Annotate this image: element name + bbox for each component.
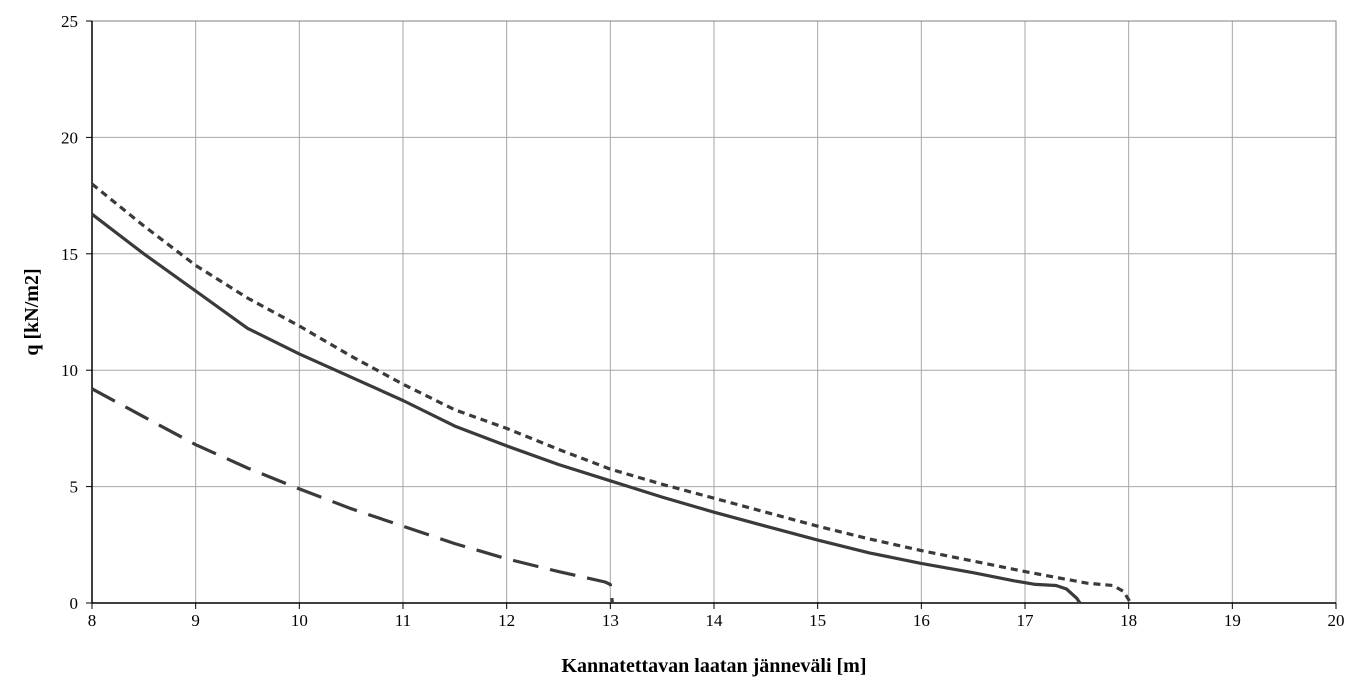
- x-tick-label: 8: [88, 611, 97, 630]
- axes: [86, 20, 1337, 609]
- y-tick-label: 10: [61, 361, 78, 380]
- y-tick-label: 20: [61, 128, 78, 147]
- x-tick-label: 15: [809, 611, 826, 630]
- x-axis-title: Kannatettavan laatan jänneväli [m]: [562, 655, 867, 677]
- y-tick-label: 0: [70, 594, 79, 613]
- x-tick-label: 12: [498, 611, 515, 630]
- tick-labels: 8 9 10 11 12 13 14 15 16 17 18 19 20 0 5 10 15 20 25: [61, 12, 1345, 630]
- x-tick-label: 16: [913, 611, 930, 630]
- grid-lines: [91, 20, 1337, 604]
- x-tick-label: 11: [395, 611, 411, 630]
- x-tick-label: 10: [291, 611, 308, 630]
- x-tick-label: 19: [1224, 611, 1241, 630]
- y-axis-title: q [kN/m2]: [21, 268, 43, 355]
- series-line-2-solid: [91, 212, 1082, 604]
- x-tick-label: 14: [706, 611, 724, 630]
- x-tick-label: 13: [602, 611, 619, 630]
- y-tick-label: 25: [61, 12, 78, 31]
- x-tick-label: 18: [1120, 611, 1137, 630]
- series-line-1-short-dash: [90, 182, 1133, 604]
- y-tick-label: 15: [61, 245, 78, 264]
- series-line-3-long-dash: [91, 387, 614, 604]
- data-series: [90, 182, 1133, 604]
- x-tick-label: 20: [1328, 611, 1345, 630]
- x-tick-label: 9: [191, 611, 200, 630]
- y-tick-label: 5: [70, 478, 79, 497]
- x-tick-label: 17: [1017, 611, 1035, 630]
